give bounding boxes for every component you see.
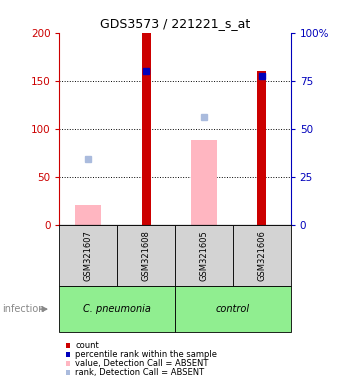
Text: rank, Detection Call = ABSENT: rank, Detection Call = ABSENT [75,367,204,377]
Text: control: control [216,304,250,314]
Text: GSM321605: GSM321605 [200,230,208,281]
Text: percentile rank within the sample: percentile rank within the sample [75,350,217,359]
Bar [142,33,151,225]
Bar [59,225,117,286]
Bar [59,286,175,332]
Text: C. pneumonia: C. pneumonia [83,304,151,314]
Text: value, Detection Call = ABSENT: value, Detection Call = ABSENT [75,359,209,368]
Title: GDS3573 / 221221_s_at: GDS3573 / 221221_s_at [100,17,250,30]
Text: GSM321606: GSM321606 [257,230,266,281]
Text: GSM321607: GSM321607 [84,230,93,281]
Bar [257,71,266,225]
Bar [175,286,291,332]
Text: GSM321608: GSM321608 [142,230,151,281]
Text: infection: infection [2,304,44,314]
Text: count: count [75,341,99,350]
Bar [233,225,291,286]
Bar [175,225,233,286]
Bar [191,140,217,225]
Bar [117,225,175,286]
Bar [75,205,101,225]
